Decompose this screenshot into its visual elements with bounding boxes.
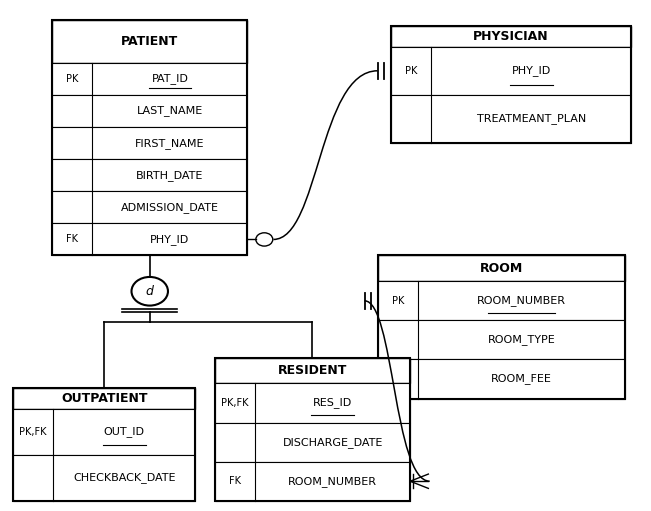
Bar <box>391 47 631 95</box>
Bar <box>378 281 625 320</box>
Text: RES_ID: RES_ID <box>313 398 352 408</box>
Text: ADMISSION_DATE: ADMISSION_DATE <box>121 202 219 213</box>
Bar <box>52 223 247 256</box>
Bar <box>13 409 195 455</box>
Text: PHY_ID: PHY_ID <box>150 234 189 245</box>
Text: PATIENT: PATIENT <box>121 35 178 48</box>
Bar <box>52 20 247 63</box>
Text: d: d <box>146 285 154 298</box>
Text: PAT_ID: PAT_ID <box>152 74 188 84</box>
Text: FK: FK <box>229 476 241 486</box>
Text: RESIDENT: RESIDENT <box>278 364 347 377</box>
Text: PHYSICIAN: PHYSICIAN <box>473 30 549 42</box>
Bar <box>215 358 410 383</box>
Bar <box>391 26 631 143</box>
Bar <box>13 455 195 501</box>
Text: ROOM_NUMBER: ROOM_NUMBER <box>288 476 377 486</box>
Bar <box>52 159 247 191</box>
Text: FIRST_NAME: FIRST_NAME <box>135 137 204 149</box>
Text: PK,FK: PK,FK <box>20 427 47 436</box>
Text: PK: PK <box>391 296 404 306</box>
Bar <box>52 127 247 159</box>
Text: ROOM_FEE: ROOM_FEE <box>491 374 552 384</box>
Text: PK: PK <box>66 74 79 84</box>
Bar <box>378 256 625 281</box>
Text: ROOM_NUMBER: ROOM_NUMBER <box>477 295 566 306</box>
Bar <box>52 191 247 223</box>
Bar <box>215 358 410 501</box>
Text: LAST_NAME: LAST_NAME <box>137 105 203 117</box>
Bar <box>52 95 247 127</box>
Bar <box>52 20 247 256</box>
Text: CHECKBACK_DATE: CHECKBACK_DATE <box>73 472 176 483</box>
Bar <box>215 423 410 461</box>
Text: PK,FK: PK,FK <box>221 398 249 408</box>
Bar <box>215 461 410 501</box>
Bar <box>215 383 410 423</box>
Text: PK: PK <box>404 66 417 76</box>
Text: OUT_ID: OUT_ID <box>104 426 145 437</box>
Bar <box>52 63 247 95</box>
Bar <box>391 95 631 143</box>
Text: TREATMEANT_PLAN: TREATMEANT_PLAN <box>477 113 586 125</box>
Bar <box>378 256 625 399</box>
Text: ROOM: ROOM <box>480 262 523 275</box>
Text: OUTPATIENT: OUTPATIENT <box>61 392 147 405</box>
Bar <box>378 359 625 399</box>
Text: ROOM_TYPE: ROOM_TYPE <box>488 335 555 345</box>
Text: DISCHARGE_DATE: DISCHARGE_DATE <box>283 437 383 448</box>
Bar <box>378 320 625 359</box>
Text: PHY_ID: PHY_ID <box>512 65 551 76</box>
Bar <box>13 388 195 409</box>
Bar <box>13 388 195 501</box>
Text: FK: FK <box>66 235 78 244</box>
Bar <box>391 26 631 47</box>
Text: BIRTH_DATE: BIRTH_DATE <box>136 170 204 181</box>
